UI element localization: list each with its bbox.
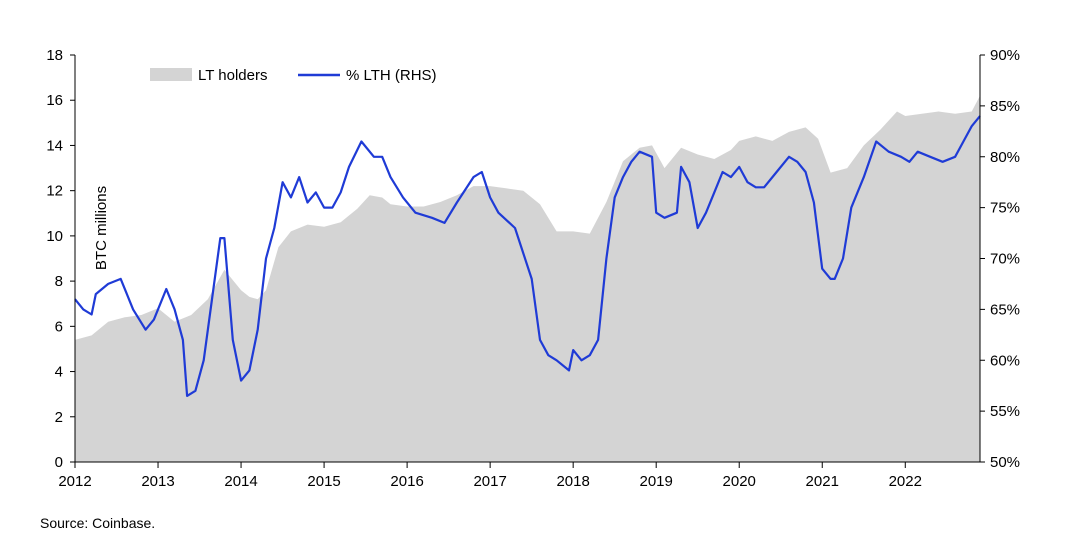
y-left-tick-label: 2 bbox=[55, 409, 63, 426]
legend-swatch-lt-holders bbox=[150, 68, 192, 81]
lth-percent-line-layer bbox=[74, 115, 981, 397]
y-right-tick-label: 75% bbox=[990, 200, 1020, 217]
x-tick-label: 2022 bbox=[889, 473, 922, 490]
y-right-tick-label: 85% bbox=[990, 98, 1020, 115]
y-right-tick-label: 50% bbox=[990, 454, 1020, 471]
x-tick-label: 2017 bbox=[473, 473, 506, 490]
source-note: Source: Coinbase. bbox=[40, 515, 156, 531]
y-right-tick-label: 65% bbox=[990, 301, 1020, 318]
y-right-tick-label: 80% bbox=[990, 149, 1020, 166]
y-left-tick-label: 10 bbox=[46, 228, 63, 245]
lt-holders-area bbox=[75, 95, 980, 462]
y-left-tick-label: 14 bbox=[46, 137, 63, 154]
axes: 0 2 4 6 8 10 12 14 16 18 50% 55% 60% 65% 70% 75% 80% 85% 9… bbox=[46, 47, 1020, 490]
x-tick-label: 2021 bbox=[806, 473, 839, 490]
x-tick-label: 2012 bbox=[58, 473, 91, 490]
y-left-tick-label: 18 bbox=[46, 47, 63, 64]
y-right-tick-label: 55% bbox=[990, 403, 1020, 420]
x-tick-label: 2016 bbox=[390, 473, 423, 490]
lth-percent-line bbox=[74, 115, 981, 397]
x-tick-label: 2013 bbox=[141, 473, 174, 490]
y-right-tick-label: 90% bbox=[990, 47, 1020, 64]
legend: LT holders % LTH (RHS) bbox=[150, 67, 437, 84]
y-left-tick-label: 8 bbox=[55, 273, 63, 290]
y-left-tick-label: 0 bbox=[55, 454, 63, 471]
y-left-tick-label: 12 bbox=[46, 183, 63, 200]
lt-holders-area-layer bbox=[75, 95, 980, 462]
y-right-tick-label: 70% bbox=[990, 251, 1020, 268]
x-tick-label: 2020 bbox=[723, 473, 756, 490]
legend-label-lt-holders: LT holders bbox=[198, 67, 268, 84]
y-left-tick-label: 16 bbox=[46, 92, 63, 109]
x-tick-label: 2015 bbox=[307, 473, 340, 490]
y-axis-label-left: BTC millions bbox=[93, 186, 110, 270]
legend-label-lth-percent: % LTH (RHS) bbox=[346, 67, 437, 84]
y-right-tick-label: 60% bbox=[990, 352, 1020, 369]
y-left-tick-label: 4 bbox=[55, 364, 63, 381]
x-tick-label: 2018 bbox=[556, 473, 589, 490]
y-left-tick-label: 6 bbox=[55, 318, 63, 335]
x-tick-label: 2019 bbox=[640, 473, 673, 490]
x-tick-label: 2014 bbox=[224, 473, 257, 490]
